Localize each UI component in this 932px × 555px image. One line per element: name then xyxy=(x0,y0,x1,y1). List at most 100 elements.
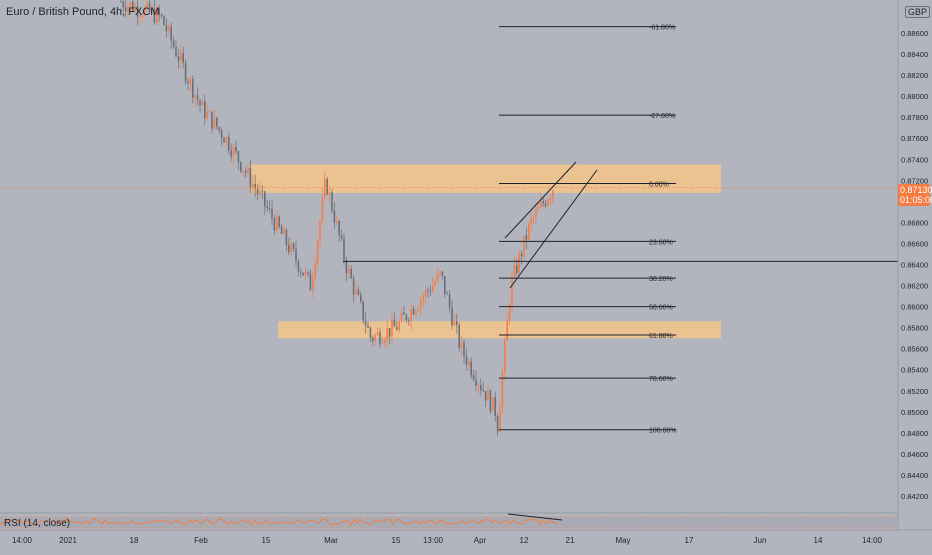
candle-body xyxy=(127,5,129,12)
candle-body xyxy=(427,289,429,291)
candle-body xyxy=(544,203,547,206)
candle-body xyxy=(285,229,288,245)
candle-body xyxy=(182,53,184,63)
candle-body xyxy=(151,8,153,12)
candle-body xyxy=(432,285,434,292)
rsi-indicator-label[interactable]: RSI (14, close) xyxy=(4,518,71,529)
price-tick-label: 0.88600 xyxy=(901,29,928,38)
candle-body xyxy=(482,389,484,392)
candle-body xyxy=(489,390,492,412)
time-tick-label: 2021 xyxy=(59,536,77,545)
candle-body xyxy=(199,100,201,106)
candle-body xyxy=(204,101,206,119)
candle-body xyxy=(535,209,537,217)
price-tick-label: 0.85800 xyxy=(901,324,928,333)
candle-body xyxy=(448,294,451,308)
candle-body xyxy=(417,308,420,311)
price-tick-label: 0.88200 xyxy=(901,71,928,80)
candle-body xyxy=(271,208,273,219)
candle-body xyxy=(369,327,372,338)
candle-body xyxy=(160,14,163,17)
candle-body xyxy=(496,415,499,432)
candle-body xyxy=(139,16,141,17)
price-tick-label: 0.88000 xyxy=(901,92,928,101)
price-tick-label: 0.87400 xyxy=(901,155,928,164)
candle-body xyxy=(201,101,204,106)
candle-body xyxy=(444,276,446,294)
candle-body xyxy=(194,95,196,99)
candle-body xyxy=(441,271,444,277)
price-tick-label: 0.86600 xyxy=(901,239,928,248)
candle-body xyxy=(429,290,432,292)
candle-body xyxy=(309,273,312,291)
candle-body xyxy=(235,146,237,152)
candle-body xyxy=(379,332,381,344)
fib-level-label: 50.00% xyxy=(649,305,673,312)
candle-body xyxy=(120,1,122,3)
candle-body xyxy=(549,197,552,201)
candle-body xyxy=(297,261,300,272)
candle-body xyxy=(424,289,427,297)
candle-body xyxy=(492,396,494,412)
candle-body xyxy=(391,319,393,337)
candle-body xyxy=(304,271,307,276)
price-tick-label: 0.85000 xyxy=(901,408,928,417)
candle-body xyxy=(228,136,230,151)
candle-body xyxy=(405,314,408,321)
candle-body xyxy=(148,2,151,12)
candle-body xyxy=(376,332,379,335)
price-tick-label: 0.85400 xyxy=(901,366,928,375)
candle-body xyxy=(132,2,134,12)
candle-body xyxy=(532,216,535,218)
fib-retracement[interactable]: -61.80% -27.00% 0.00% 23.60% 38.20% 50.00% 61.… xyxy=(499,25,677,435)
candle-body xyxy=(264,191,266,207)
candle-body xyxy=(156,8,158,23)
candle-body xyxy=(280,226,283,234)
candle-body xyxy=(129,2,132,6)
channel-lower-line[interactable] xyxy=(509,169,598,289)
fib-level-label: 23.60% xyxy=(649,239,673,246)
candle-body xyxy=(230,150,232,157)
candle-body xyxy=(436,273,439,282)
candle-body xyxy=(415,310,417,315)
candle-series xyxy=(120,0,554,437)
fib-level-label: -27.00% xyxy=(649,113,675,120)
candle-body xyxy=(141,15,144,17)
candle-body xyxy=(451,307,453,326)
candle-body xyxy=(453,321,456,326)
candle-body xyxy=(439,271,441,274)
candle-body xyxy=(520,253,523,257)
candle-body xyxy=(124,7,127,12)
price-tick-label: 0.84200 xyxy=(901,492,928,501)
candle-body xyxy=(434,281,436,286)
price-tick-label: 0.84400 xyxy=(901,471,928,480)
candle-body xyxy=(247,167,249,173)
price-tick-label: 0.87600 xyxy=(901,134,928,143)
candle-body xyxy=(184,62,187,82)
time-tick-label: 12 xyxy=(520,536,529,545)
candle-body xyxy=(523,235,525,257)
candle-body xyxy=(158,8,160,15)
symbol-title[interactable]: Euro / British Pound, 4h, FXCM xyxy=(6,6,160,18)
candle-body xyxy=(220,130,223,139)
time-tick-label: Apr xyxy=(474,536,487,545)
candle-body xyxy=(266,206,268,209)
channel-upper-line[interactable] xyxy=(504,161,577,239)
candle-body xyxy=(319,221,321,241)
candle-body xyxy=(218,126,220,131)
candle-body xyxy=(345,260,348,274)
price-tick-label: 0.84800 xyxy=(901,429,928,438)
support-zone[interactable] xyxy=(278,321,721,339)
candle-body xyxy=(477,385,480,387)
time-tick-label: 21 xyxy=(566,536,575,545)
rsi-line xyxy=(0,518,559,526)
current-price-label: 0.87130 xyxy=(900,185,932,195)
candle-body xyxy=(340,235,343,239)
candle-body xyxy=(420,300,422,309)
resistance-zone[interactable] xyxy=(251,164,721,193)
candle-body xyxy=(463,342,465,357)
rsi-divergence-line[interactable] xyxy=(507,513,563,521)
candle-body xyxy=(223,138,225,143)
